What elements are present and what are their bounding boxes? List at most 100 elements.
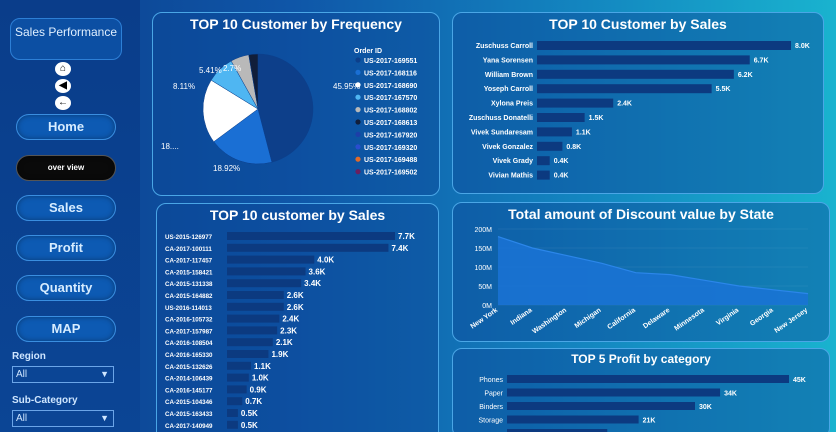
pie-legend-entry: US-2017-169488 xyxy=(364,157,417,164)
bar xyxy=(227,267,306,276)
bar-value-label: 1.0K xyxy=(252,374,269,383)
pie-slice xyxy=(248,53,259,110)
bar-value-label: 2.4K xyxy=(282,315,299,324)
subcategory-filter-value: All xyxy=(16,413,28,424)
bar xyxy=(507,415,639,424)
bar-value-label: 3.4K xyxy=(304,279,321,288)
bar xyxy=(537,156,550,166)
pie-legend-entry: US-2017-167920 xyxy=(364,132,417,139)
bar-value-label: 1.5K xyxy=(589,115,604,122)
bar-category-label: Xylona Preis xyxy=(491,101,533,108)
y-tick-label: 0M xyxy=(482,303,492,310)
pie-slice-label: 18.92% xyxy=(213,164,240,173)
pie-slice-label: 18.... xyxy=(161,142,179,151)
pie-chart[interactable]: 45.95% 18.92% 18.... 8.11% 5.41% 2.7% Order ID… xyxy=(153,31,441,201)
area-chart-title: Total amount of Discount value by State xyxy=(508,206,774,222)
bar xyxy=(227,361,251,370)
bar-value-label: 0.4K xyxy=(554,158,569,165)
bar-chart-title-1: TOP 10 Customer by Sales xyxy=(549,16,727,32)
x-tick-label: New York xyxy=(470,307,500,331)
bar-category-label: William Brown xyxy=(485,72,533,79)
bar xyxy=(537,55,750,65)
nav-home-button[interactable]: Home xyxy=(16,114,116,140)
bar xyxy=(507,429,608,432)
bar-chart-title-2: TOP 10 customer by Sales xyxy=(209,207,386,223)
bar-category-label: Vivek Gonzalez xyxy=(482,144,533,151)
subcategory-filter-select[interactable]: All ▼ xyxy=(12,410,114,427)
legend-marker xyxy=(355,131,361,137)
bar-category-label: CA-2017-117457 xyxy=(165,258,213,265)
bar xyxy=(227,302,284,311)
nav-map-button[interactable]: MAP xyxy=(16,316,116,342)
pie-legend-entry: US-2017-168690 xyxy=(364,83,417,90)
bar xyxy=(227,243,389,252)
back-arrow-icon[interactable]: ← xyxy=(55,96,71,110)
bar xyxy=(227,373,249,382)
pie-slice xyxy=(213,108,273,165)
sidebar: Sales Performance ⌂ ◀ ← Home over view S… xyxy=(0,0,140,432)
subcategory-filter-label: Sub-Category xyxy=(12,395,78,406)
x-tick-label: Delaware xyxy=(642,307,671,330)
bar-category-label: CA-2016-165330 xyxy=(165,352,213,359)
chevron-down-icon: ▼ xyxy=(100,413,109,423)
region-filter-value: All xyxy=(16,369,28,380)
pie-legend-entry: US-2017-168116 xyxy=(364,70,417,77)
bar-value-label: 8.0K xyxy=(795,43,810,50)
bar xyxy=(227,326,278,335)
bar-category-label: CA-2014-106439 xyxy=(165,376,213,383)
legend-marker xyxy=(355,119,361,125)
pie-legend-entry: US-2017-168613 xyxy=(364,120,417,127)
bar-category-label: CA-2015-132626 xyxy=(165,364,213,371)
bar-value-label: 7.4K xyxy=(391,244,408,253)
bar-value-label: 2.6K xyxy=(287,303,304,312)
profit-category-bar-chart[interactable]: Phones 45K Paper 34K Binders 30K Storage 21K xyxy=(453,371,831,432)
bar-category-label: CA-2015-164882 xyxy=(165,293,213,300)
bar xyxy=(227,385,247,394)
panel-customer-sales: TOP 10 Customer by Sales Zuschuss Carrol… xyxy=(452,12,824,194)
customer-sales-bar-chart[interactable]: Zuschuss Carroll 8.0K Yana Sorensen 6.7K Wil… xyxy=(453,35,825,195)
nav-quantity-button[interactable]: Quantity xyxy=(16,275,116,301)
bar-value-label: 1.1K xyxy=(254,362,271,371)
x-tick-label: Minnesota xyxy=(673,307,705,333)
pie-slice xyxy=(202,79,259,143)
bar xyxy=(537,69,734,79)
bar xyxy=(537,127,572,137)
legend-marker xyxy=(355,69,361,75)
bar-category-label: CA-2015-163433 xyxy=(165,411,213,418)
y-tick-label: 100M xyxy=(474,265,492,272)
bar-value-label: 0.5K xyxy=(241,409,258,418)
pie-legend-entry: US-2017-169551 xyxy=(364,58,417,65)
bar xyxy=(537,170,550,180)
bar-category-label: Vivek Sundaresam xyxy=(471,129,533,136)
order-sales-bar-chart[interactable]: US-2015-126977 7.7K CA-2017-100111 7.4K CA-2… xyxy=(157,226,440,432)
bar xyxy=(227,232,395,240)
bar-category-label: Vivian Mathis xyxy=(488,173,533,180)
pie-slice-label: 5.41% xyxy=(199,66,222,75)
bar xyxy=(537,98,614,108)
x-tick-label: Virginia xyxy=(715,307,740,327)
bar-category-label: CA-2017-140949 xyxy=(165,423,213,430)
bar-value-label: 2.6K xyxy=(287,291,304,300)
bar-value-label: 4.0K xyxy=(317,256,334,265)
back-icon[interactable]: ◀ xyxy=(55,79,71,93)
bar-category-label: CA-2017-157987 xyxy=(165,328,213,335)
bar-category-label: Storage xyxy=(478,418,503,425)
bar-category-label: Phones xyxy=(479,377,503,384)
bar xyxy=(537,41,791,50)
region-filter-select[interactable]: All ▼ xyxy=(12,366,114,383)
panel-customer-frequency: TOP 10 Customer by Frequency 45.95% 18.92… xyxy=(152,12,440,196)
bar xyxy=(227,314,280,323)
bar-category-label: CA-2015-131338 xyxy=(165,281,213,288)
bar-value-label: 3.6K xyxy=(309,267,326,276)
legend-marker xyxy=(355,144,361,150)
bar-value-label: 6.2K xyxy=(738,72,753,79)
x-tick-label: California xyxy=(606,307,637,331)
home-icon[interactable]: ⌂ xyxy=(55,62,71,76)
nav-sales-button[interactable]: Sales xyxy=(16,195,116,221)
bar-category-label: CA-2016-145177 xyxy=(165,387,213,394)
nav-profit-button[interactable]: Profit xyxy=(16,235,116,261)
nav-overview-button[interactable]: over view xyxy=(16,155,116,181)
bar xyxy=(537,84,712,94)
pie-chart-title: TOP 10 Customer by Frequency xyxy=(190,16,402,32)
